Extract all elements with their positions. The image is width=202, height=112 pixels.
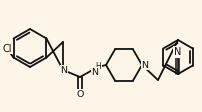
Text: H: H [95,61,100,70]
Text: N: N [174,47,181,57]
Text: N: N [91,68,98,76]
Text: N: N [141,60,148,70]
Text: N: N [60,66,67,74]
Text: O: O [76,89,83,98]
Text: Cl: Cl [3,43,12,54]
